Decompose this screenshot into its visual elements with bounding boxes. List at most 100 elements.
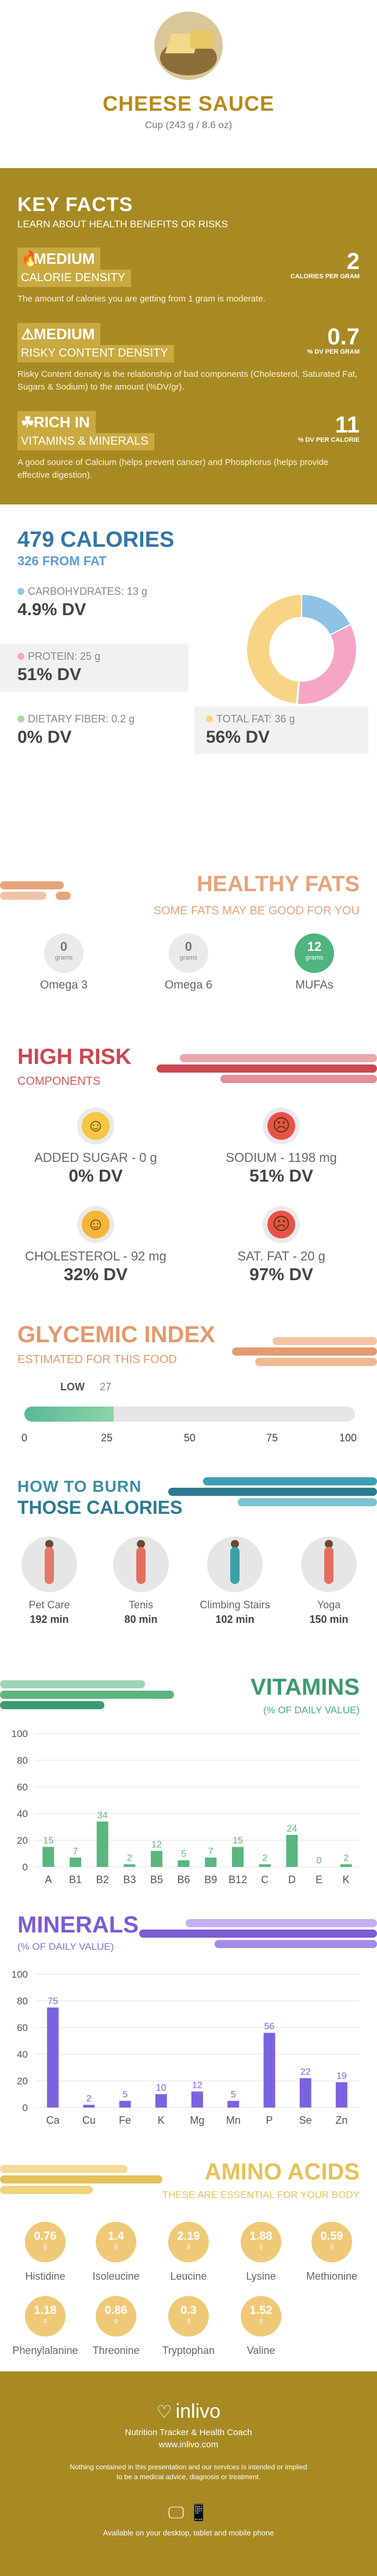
- vitamin-value-label: 15: [43, 1836, 53, 1846]
- vitamin-value-label: 2: [262, 1853, 267, 1863]
- vitamin-y-tick: 0: [23, 1862, 28, 1873]
- brand-logo: ♡inlivo: [0, 2400, 377, 2423]
- fat-name: Omega 3: [23, 979, 104, 992]
- mineral-x-tick: K: [158, 2114, 165, 2126]
- mineral-bar: [191, 2091, 203, 2108]
- amino-value: 0.59: [311, 2230, 352, 2243]
- amino-name: Methionine: [297, 2270, 367, 2283]
- activity-minutes: 80 min: [97, 1614, 184, 1626]
- mineral-x-tick: Cu: [82, 2114, 96, 2126]
- glycemic-bar: [24, 1407, 355, 1422]
- amino-unit: g: [311, 2243, 352, 2250]
- brand-name: inlivo: [176, 2400, 220, 2422]
- legend-dot: [206, 715, 213, 722]
- disclaimer: Nothing contained in this presentation a…: [67, 2462, 310, 2482]
- risk-name: SODIUM - 1198 mg: [197, 1150, 365, 1165]
- fat-unit: grams: [44, 954, 84, 961]
- mineral-bar: [155, 2094, 167, 2108]
- mineral-value-label: 5: [231, 2090, 236, 2100]
- fact-level: RICH IN: [34, 413, 90, 431]
- vitamin-bar: [124, 1864, 135, 1867]
- mineral-bar: [83, 2105, 95, 2108]
- fact-label: VITAMINS & MINERALS: [17, 433, 154, 450]
- minerals-title: MINERALS: [17, 1912, 139, 1938]
- vitamin-x-tick: E: [316, 1874, 322, 1885]
- yoga-icon: [301, 1536, 357, 1592]
- fact-value: 2: [291, 250, 360, 273]
- fact-unit: % DV PER GRAM: [307, 348, 360, 355]
- vitamin-bar: [232, 1847, 244, 1867]
- vitamin-bar: [151, 1851, 162, 1867]
- high-risk-title: HIGH RISK: [17, 1045, 131, 1070]
- flame-icon: 🔥: [21, 250, 34, 267]
- vitamins-subtitle: (% OF DAILY VALUE): [263, 1705, 360, 1716]
- mineral-x-tick: Se: [299, 2114, 312, 2126]
- fat-value: 12: [295, 939, 334, 954]
- amino-acids-section: AMINO ACIDS THESE ARE ESSENTIAL FOR YOUR…: [0, 2157, 377, 2371]
- vitamin-value-label: 12: [151, 1840, 162, 1850]
- nutrient-protein: PROTEIN: 25 g 51% DV: [0, 644, 188, 692]
- burn-title-small: HOW TO BURN: [17, 1477, 142, 1496]
- vitamin-value-label: 34: [97, 1811, 108, 1821]
- legend-dot: [17, 715, 24, 722]
- amino-name: Phenylalanine: [10, 2345, 80, 2357]
- glycemic-tick: 50: [184, 1432, 195, 1444]
- neutral-face-icon: ☺: [82, 1211, 110, 1238]
- fat-value: 0: [169, 939, 208, 954]
- mineral-x-tick: Mg: [190, 2114, 204, 2126]
- nutrient-dv: 4.9% DV: [17, 600, 180, 620]
- vitamin-value-label: 15: [233, 1836, 243, 1846]
- vitamin-value-label: 7: [208, 1847, 213, 1856]
- fact-label: RISKY CONTENT DENSITY: [17, 345, 174, 362]
- vitamin-value-label: 24: [287, 1824, 297, 1834]
- amino-unit: g: [96, 2317, 136, 2324]
- fact-value: 11: [298, 413, 360, 437]
- nutrient-dv: 51% DV: [17, 665, 171, 685]
- amino-name: Leucine: [154, 2270, 223, 2283]
- mineral-bar: [119, 2101, 131, 2108]
- vitamin-bar: [97, 1822, 108, 1867]
- tennis-icon: [113, 1536, 169, 1592]
- vitamin-bar: [286, 1835, 298, 1867]
- nutrient-label: PROTEIN: 25 g: [28, 651, 100, 662]
- calories-title: 479 CALORIES: [17, 528, 360, 553]
- mineral-x-tick: Fe: [119, 2114, 131, 2126]
- mineral-bar: [47, 2008, 59, 2108]
- devices-icon: 🖵 📱: [0, 2503, 377, 2523]
- amino-value: 1.88: [241, 2230, 281, 2243]
- calories-from-fat: 326 FROM FAT: [17, 554, 360, 569]
- risk-cholesterol: ☺ CHOLESTEROL - 92 mg 32% DV: [12, 1206, 180, 1285]
- brand-url[interactable]: www.inlivo.com: [0, 2440, 377, 2450]
- risk-dv: 0% DV: [12, 1167, 180, 1186]
- amino-title: AMINO ACIDS: [205, 2159, 360, 2185]
- high-risk-section: HIGH RISK COMPONENTS ☺ ADDED SUGAR - 0 g…: [0, 1038, 377, 1316]
- amino-unit: g: [96, 2243, 136, 2250]
- sad-face-icon: ☹: [267, 1211, 295, 1238]
- high-risk-subtitle: COMPONENTS: [17, 1075, 100, 1088]
- burn-title: THOSE CALORIES: [17, 1497, 182, 1518]
- mineral-y-tick: 20: [17, 2076, 28, 2087]
- activity-name: Tenis: [97, 1599, 184, 1611]
- vitamin-bar: [42, 1847, 54, 1867]
- risk-sat-fat: ☹ SAT. FAT - 20 g 97% DV: [197, 1206, 365, 1285]
- amino-value: 1.18: [25, 2304, 66, 2317]
- vitamin-y-tick: 100: [12, 1728, 28, 1739]
- amino-unit: g: [25, 2317, 66, 2324]
- risk-added-sugar: ☺ ADDED SUGAR - 0 g 0% DV: [12, 1107, 180, 1186]
- nutrient-total-fat: TOTAL FAT: 36 g 56% DV: [194, 706, 368, 754]
- vitamin-bar: [178, 1861, 190, 1867]
- risk-name: SAT. FAT - 20 g: [197, 1249, 365, 1264]
- mineral-x-tick: Zn: [335, 2114, 347, 2126]
- vitamin-value-label: 0: [317, 1856, 322, 1866]
- mineral-y-tick: 0: [23, 2102, 28, 2113]
- vitamin-value-label: 5: [181, 1850, 186, 1859]
- minerals-subtitle: (% OF DAILY VALUE): [17, 1941, 114, 1953]
- sad-face-icon: ☹: [267, 1112, 295, 1140]
- risk-name: CHOLESTEROL - 92 mg: [12, 1249, 180, 1264]
- nutrient-label: DIETARY FIBER: 0.2 g: [28, 713, 135, 725]
